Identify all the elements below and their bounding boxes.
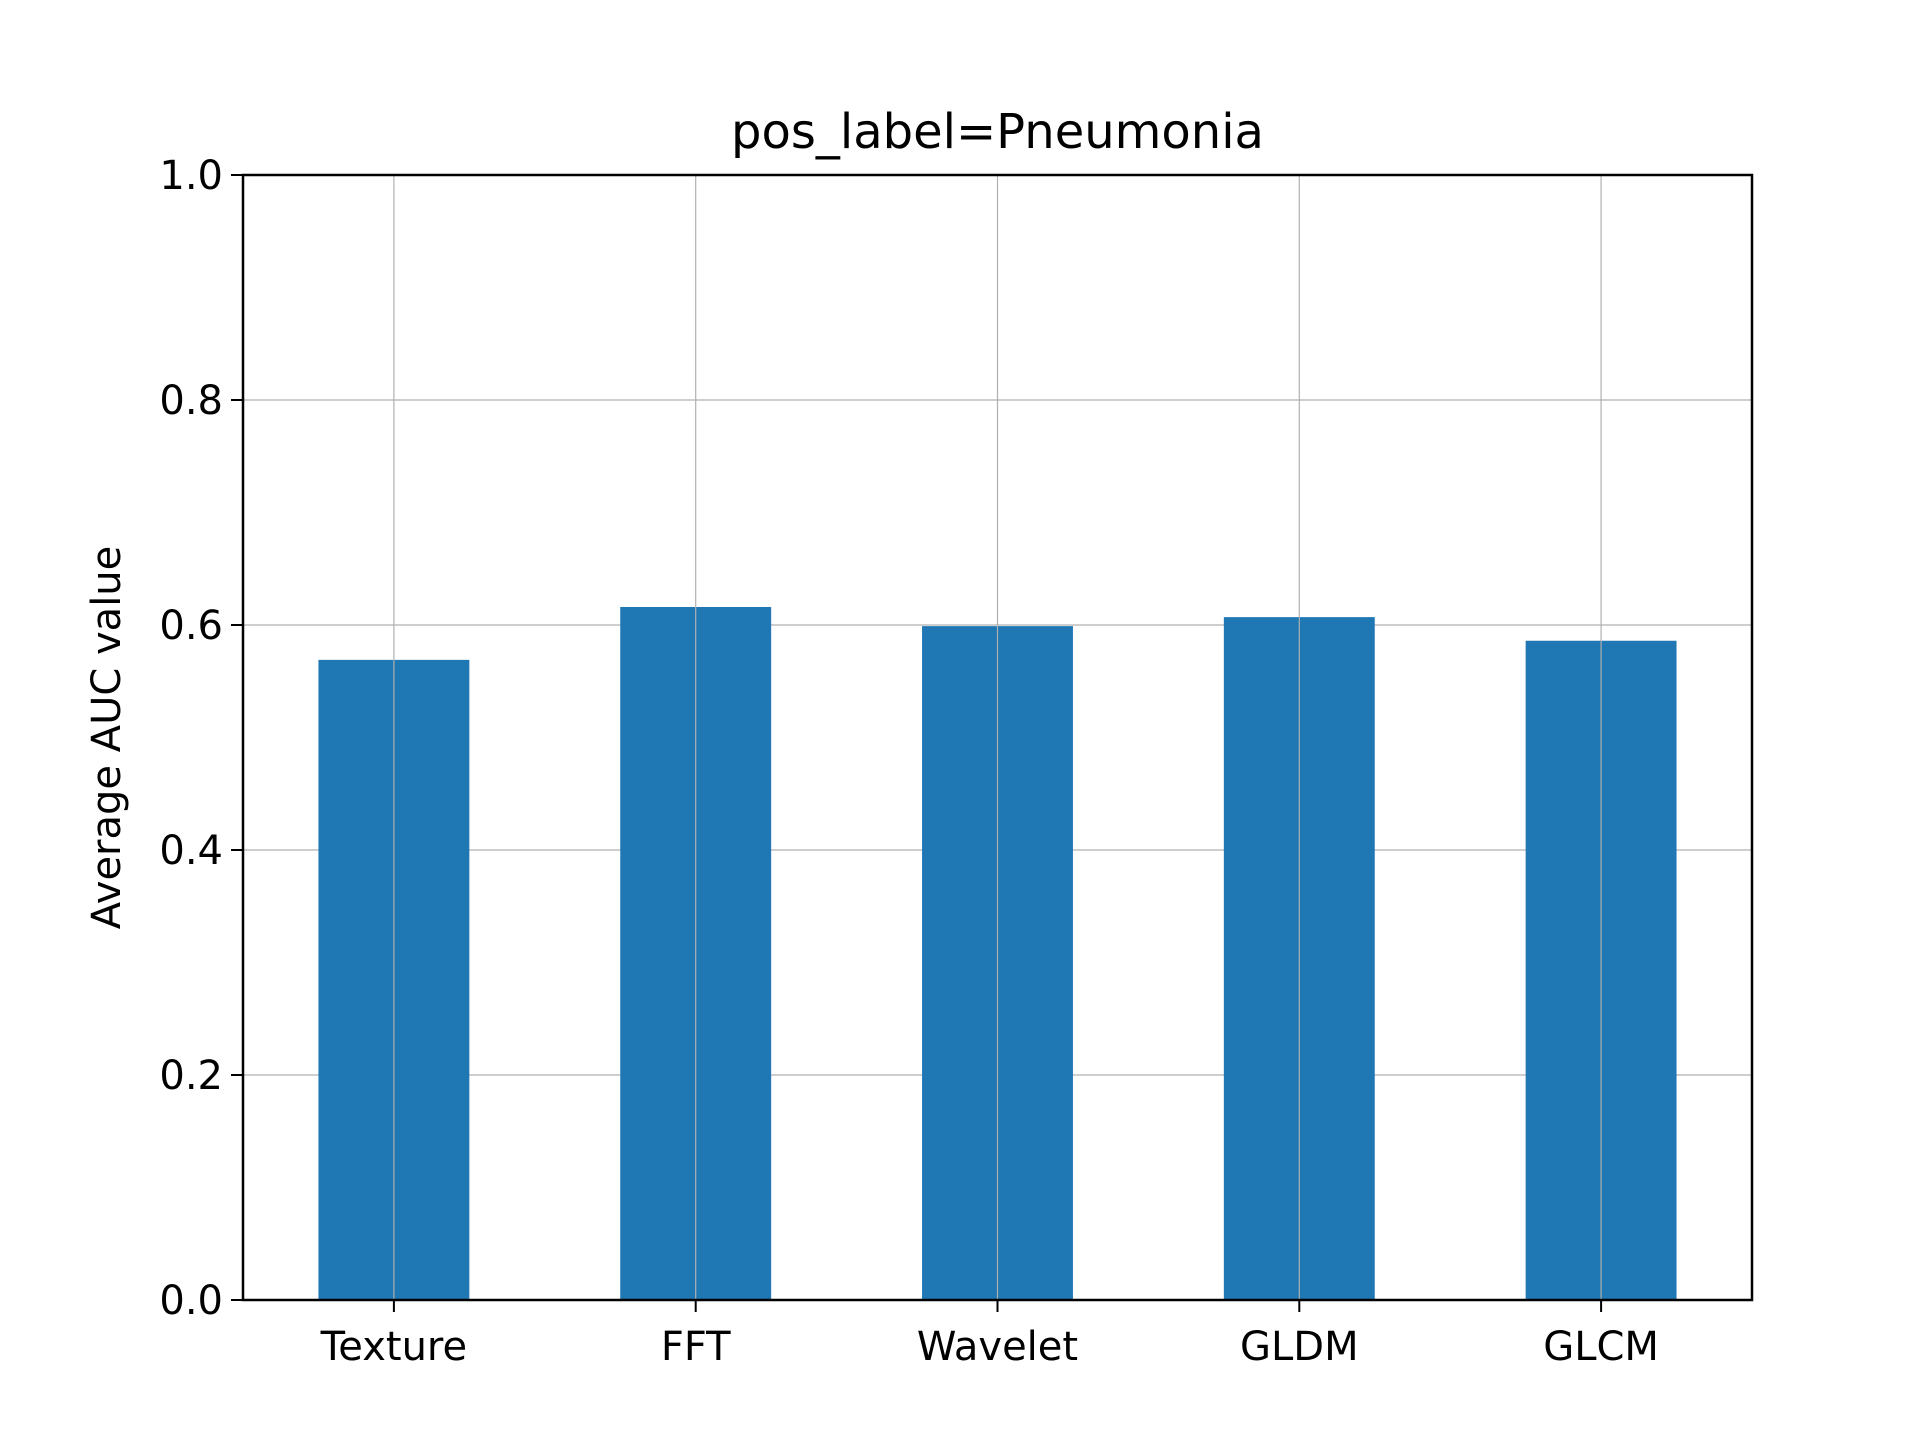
y-axis-label: Average AUC value [84, 546, 130, 930]
y-tick-label: 0.6 [159, 603, 223, 649]
grid-x-layer [393, 175, 1602, 1300]
x-tick-label: GLCM [1543, 1324, 1659, 1370]
chart-title: pos_label=Pneumonia [731, 104, 1264, 160]
y-tick-label: 0.0 [159, 1278, 223, 1324]
ticks-layer: 0.0 0.2 0.4 0.6 0.8 1.0 Texture FFT Wavelet GLDM G… [159, 153, 1659, 1370]
x-tick-label: GLDM [1240, 1324, 1359, 1370]
y-tick-label: 1.0 [159, 153, 223, 199]
x-tick-label: FFT [661, 1324, 731, 1370]
y-tick-label: 0.4 [159, 828, 223, 874]
y-tick-label: 0.2 [159, 1053, 223, 1099]
y-tick-label: 0.8 [159, 378, 223, 424]
x-tick-label: Wavelet [917, 1324, 1078, 1370]
x-tick-label: Texture [320, 1324, 467, 1370]
